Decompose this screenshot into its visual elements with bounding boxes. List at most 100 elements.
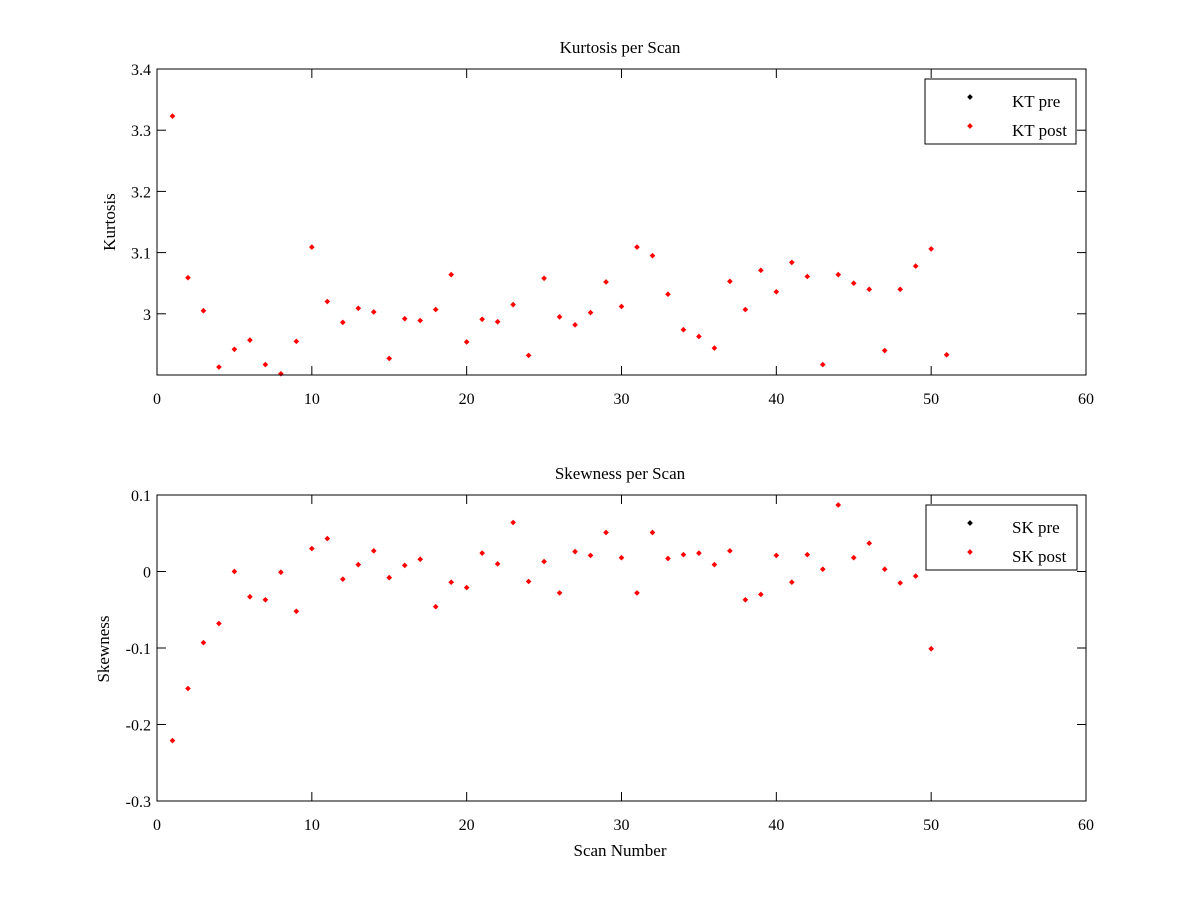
data-point <box>634 590 640 596</box>
data-point <box>494 561 501 567</box>
data-point <box>788 259 795 266</box>
data-point <box>309 545 315 552</box>
y-tick-label: 0.1 <box>131 488 151 505</box>
data-point <box>773 552 780 559</box>
data-point <box>850 554 857 561</box>
y-tick-label: 3.1 <box>131 246 151 263</box>
x-tick-label: 0 <box>153 817 161 834</box>
plot-frame <box>156 494 1087 802</box>
legend-marker-post <box>967 549 973 555</box>
chart-title: Kurtosis per Scan <box>560 38 681 57</box>
data-point <box>943 351 950 358</box>
data-point <box>788 579 795 586</box>
data-point <box>324 298 331 305</box>
data-point <box>324 535 331 542</box>
chart-title: Skewness per Scan <box>555 464 686 483</box>
data-point <box>804 551 811 558</box>
data-point <box>541 558 547 565</box>
data-point <box>727 548 733 554</box>
data-point <box>479 550 485 556</box>
y-tick-label: 3 <box>143 307 151 324</box>
data-point <box>649 252 656 259</box>
data-point <box>665 555 671 562</box>
data-point <box>355 305 362 312</box>
data-point <box>339 576 346 582</box>
y-tick-label: 3.4 <box>131 62 151 79</box>
tick-group: 0 10 20 30 40 50 60 3 3.1 3.2 3.3 3.4 <box>131 62 1094 408</box>
data-point <box>572 321 578 328</box>
data-point <box>262 596 269 603</box>
data-point <box>401 562 408 569</box>
y-axis-title: Kurtosis <box>100 193 119 251</box>
x-axis-title: Scan Number <box>573 841 666 860</box>
plot-frame <box>156 68 1087 376</box>
legend-marker-post <box>967 123 973 129</box>
data-point <box>216 620 222 627</box>
y-tick-label: -0.2 <box>126 718 151 735</box>
data-point <box>897 286 904 293</box>
data-point <box>185 274 191 281</box>
data-point <box>881 566 888 573</box>
data-point <box>386 355 393 362</box>
x-tick-label: 10 <box>304 817 320 834</box>
data-point <box>758 591 764 598</box>
legend-box <box>925 504 1078 571</box>
data-point <box>912 263 919 269</box>
tick-group: 0 10 20 30 40 50 60 -0.3 -0.2 -0.1 0 0.1 <box>126 488 1094 834</box>
data-point <box>541 275 547 282</box>
x-tick-label: 30 <box>614 817 630 834</box>
data-point <box>463 339 470 345</box>
data-point <box>463 584 470 591</box>
data-point <box>355 561 362 568</box>
data-point <box>556 590 563 596</box>
data-point <box>742 596 749 603</box>
data-point <box>819 566 826 573</box>
legend-label-pre: KT pre <box>1012 92 1060 111</box>
legend-label-post: SK post <box>1012 547 1067 566</box>
data-point <box>448 271 455 278</box>
data-point <box>866 540 873 547</box>
data-point <box>819 361 826 368</box>
data-point <box>247 593 253 600</box>
data-point <box>696 333 702 340</box>
legend-label-pre: SK pre <box>1012 518 1060 537</box>
data-point <box>278 569 284 576</box>
x-tick-label: 50 <box>923 817 939 834</box>
data-point <box>370 309 377 315</box>
y-axis-title: Skewness <box>94 615 113 682</box>
legend: SK pre SK post <box>925 504 1078 571</box>
legend-label-post: KT post <box>1012 121 1067 140</box>
y-tick-label: 3.3 <box>131 123 151 140</box>
data-point <box>386 574 393 581</box>
data-point <box>309 244 315 250</box>
data-point <box>680 551 687 558</box>
data-point <box>293 608 300 615</box>
data-point <box>928 246 934 252</box>
data-point <box>339 319 346 326</box>
data-point <box>711 345 718 351</box>
data-point <box>370 548 377 554</box>
data-point <box>835 502 842 508</box>
data-point <box>479 316 485 323</box>
data-point <box>680 326 687 333</box>
data-point <box>603 529 609 536</box>
data-point <box>510 519 516 526</box>
data-point <box>603 279 609 285</box>
skewness-chart: Skewness per Scan Skewness Scan Number 0… <box>94 464 1094 860</box>
data-point <box>169 113 176 119</box>
data-point <box>417 317 424 324</box>
legend-box <box>924 78 1077 145</box>
point-group <box>169 502 934 744</box>
data-point <box>649 529 656 536</box>
data-point <box>262 361 269 368</box>
data-point <box>804 273 811 280</box>
legend: KT pre KT post <box>924 78 1077 145</box>
data-point <box>556 314 563 320</box>
data-point <box>773 288 780 295</box>
data-point <box>185 685 191 692</box>
data-point <box>401 315 408 322</box>
x-tick-label: 0 <box>153 391 161 408</box>
data-point <box>587 552 594 559</box>
data-point <box>696 550 702 556</box>
